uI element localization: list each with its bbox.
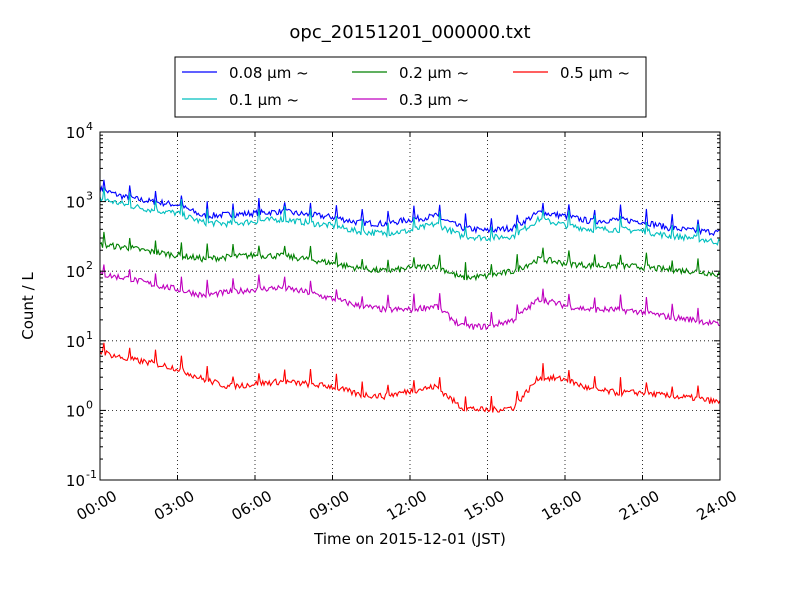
x-tick-label: 21:00: [616, 487, 662, 524]
x-tick-label: 00:00: [74, 487, 120, 524]
legend-label: 0.08 μm ~: [229, 64, 309, 82]
y-tick-label: 10: [66, 124, 85, 142]
x-tick-label: 18:00: [539, 487, 585, 524]
y-axis-label: Count / L: [19, 272, 37, 340]
grid: [100, 132, 720, 480]
legend-label: 0.5 μm ~: [560, 64, 630, 82]
legend: 0.08 μm ~ 0.1 μm ~ 0.2 μm ~ 0.3 μm ~ 0.5 μm …: [174, 56, 647, 118]
x-tick-label: 12:00: [384, 487, 430, 524]
y-tick-label: 10: [66, 194, 85, 212]
y-tick-label: 10: [66, 263, 85, 281]
y-tick-label: 10: [66, 402, 85, 420]
series-layer: [99, 179, 721, 413]
y-tick-base: 10: [66, 194, 85, 212]
series-line: [99, 231, 721, 282]
series-line: [99, 264, 721, 331]
y-tick-exponent: 1: [86, 329, 93, 342]
x-tick-label: 09:00: [306, 487, 352, 524]
x-tick-label: 24:00: [694, 487, 740, 524]
chart-title: opc_20151201_000000.txt: [289, 22, 530, 43]
x-tick-label: 15:00: [461, 487, 507, 524]
y-tick-exponent: -1: [86, 468, 97, 481]
x-axis-label: Time on 2015-12-01 (JST): [313, 530, 506, 548]
x-tick-label: 06:00: [229, 487, 275, 524]
y-tick-base: 10: [66, 402, 85, 420]
legend-label: 0.3 μm ~: [399, 91, 469, 109]
series-line: [99, 187, 721, 246]
legend-label: 0.1 μm ~: [229, 91, 299, 109]
ticks: 00:00 03:00 06:00 09:00 12:00 15:00 18:00 21:00…: [66, 120, 740, 524]
series-line: [99, 342, 721, 413]
series-line: [99, 179, 720, 237]
y-tick-exponent: 0: [86, 398, 93, 411]
y-tick-label: 10: [66, 333, 85, 351]
y-tick-base: 10: [66, 124, 85, 142]
y-tick-base: 10: [66, 333, 85, 351]
y-tick-exponent: 4: [86, 120, 93, 133]
y-tick-base: 10: [66, 263, 85, 281]
y-tick-exponent: 3: [86, 190, 93, 203]
legend-box: [174, 56, 647, 118]
y-tick-exponent: 2: [86, 259, 93, 272]
legend-label: 0.2 μm ~: [399, 64, 469, 82]
x-tick-label: 03:00: [151, 487, 197, 524]
y-tick-base: 10: [66, 472, 85, 490]
y-tick-label: 10: [66, 472, 85, 490]
